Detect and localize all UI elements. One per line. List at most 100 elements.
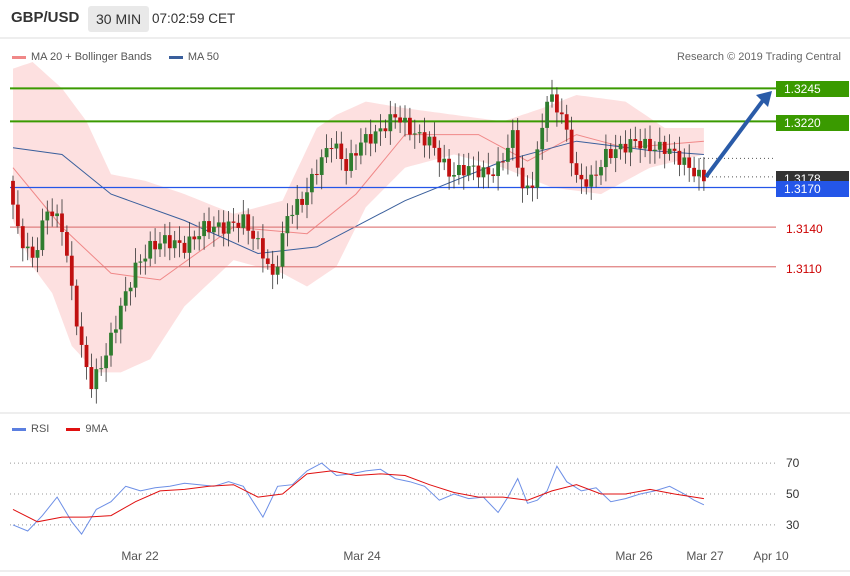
candle-body — [246, 214, 251, 231]
candle-body — [153, 240, 157, 250]
candle-body — [319, 157, 324, 175]
candle-body — [368, 134, 373, 144]
candle-body — [305, 192, 309, 205]
candle-body — [79, 326, 84, 345]
candle-body — [324, 148, 329, 158]
x-axis-tick-label: Mar 24 — [343, 549, 381, 563]
candle-body — [197, 236, 202, 240]
x-axis-tick-label: Mar 22 — [121, 549, 159, 563]
candle-body — [687, 157, 692, 168]
candle-body — [231, 221, 236, 223]
candle-body — [280, 233, 285, 267]
candle-body — [261, 238, 265, 259]
candle-body — [442, 158, 447, 163]
candle-body — [574, 163, 579, 175]
candle-body — [633, 139, 638, 142]
candle-body — [55, 213, 59, 217]
candle-body — [584, 179, 589, 187]
candle-body — [373, 131, 378, 144]
candle-body — [530, 185, 535, 188]
candle-body — [216, 222, 221, 227]
candle-body — [177, 240, 182, 243]
candle-body — [393, 114, 398, 118]
bollinger-band — [13, 62, 704, 373]
candle-body — [138, 261, 143, 263]
candle-body — [45, 211, 50, 221]
candle-body — [11, 180, 15, 205]
candle-body — [50, 211, 55, 217]
candle-body — [378, 128, 383, 132]
candle-body — [65, 232, 69, 256]
candle-body — [599, 167, 603, 176]
forecast-arrow-head — [756, 91, 772, 108]
rsi-legend: RSI 9MA — [12, 423, 122, 435]
candle-body — [128, 287, 133, 292]
candle-body — [555, 94, 559, 113]
candle-body — [40, 220, 45, 251]
candle-body — [653, 149, 657, 152]
candle-body — [241, 214, 246, 228]
candle-body — [265, 258, 270, 264]
candle-body — [118, 305, 123, 330]
candle-body — [182, 242, 187, 253]
candle-body — [133, 262, 138, 288]
candle-body — [594, 174, 598, 176]
candle-body — [25, 246, 30, 249]
candle-body — [359, 142, 363, 156]
candle-body — [540, 127, 545, 150]
candle-body — [60, 213, 64, 233]
legend-bollinger-label: MA 20 + Bollinger Bands — [31, 51, 152, 63]
candle-body — [608, 148, 613, 159]
forecast-arrow-shaft — [704, 97, 766, 179]
candle-body — [437, 147, 442, 163]
candle-body — [30, 246, 35, 258]
candle-body — [412, 133, 417, 135]
candle-body — [550, 94, 554, 102]
candle-body — [123, 291, 128, 306]
candle-body — [579, 174, 584, 180]
candle-body — [99, 368, 104, 370]
candle-body — [648, 138, 652, 152]
candle-body — [403, 117, 407, 123]
candle-body — [618, 143, 623, 150]
candle-body — [89, 367, 94, 390]
candle-body — [535, 149, 540, 188]
timeframe-selector[interactable]: 30 MIN — [88, 6, 150, 32]
level-label-pivot: 1.3170 — [776, 181, 849, 197]
candle-body — [148, 240, 153, 259]
candle-body — [109, 332, 113, 356]
candle-body — [457, 165, 461, 176]
x-axis-tick-label: Apr 10 — [753, 549, 789, 563]
legend-ma50-label: MA 50 — [187, 51, 220, 63]
candle-body — [422, 132, 427, 146]
price-legend: MA 20 + Bollinger Bands MA 50 — [12, 51, 233, 63]
candle-body — [471, 165, 476, 167]
candle-body — [192, 236, 197, 240]
candle-body — [69, 255, 74, 286]
rsi-tick-label: 30 — [786, 518, 800, 532]
clock-label: 07:02:59 CET — [152, 11, 236, 26]
copyright-text: Research © 2019 Trading Central — [676, 51, 841, 63]
candle-body — [506, 147, 510, 162]
candle-body — [251, 230, 255, 239]
candle-body — [300, 198, 304, 205]
rsi-tick-label: 50 — [786, 487, 800, 501]
candle-body — [569, 129, 574, 164]
candle-body — [363, 134, 368, 143]
candle-body — [643, 138, 647, 149]
candle-body — [35, 250, 40, 258]
candle-body — [657, 141, 662, 150]
candle-body — [623, 143, 628, 153]
candle-body — [476, 165, 481, 178]
candle-body — [692, 167, 696, 177]
rsi-tick-label: 70 — [786, 456, 800, 470]
candle-body — [334, 143, 339, 149]
candle-body — [481, 167, 486, 178]
candle-body — [84, 344, 89, 368]
candle-body — [207, 221, 211, 233]
candle-body — [682, 157, 687, 165]
candle-body — [604, 148, 608, 168]
candle-body — [172, 240, 177, 249]
candle-body — [702, 169, 706, 182]
candle-body — [383, 128, 388, 132]
